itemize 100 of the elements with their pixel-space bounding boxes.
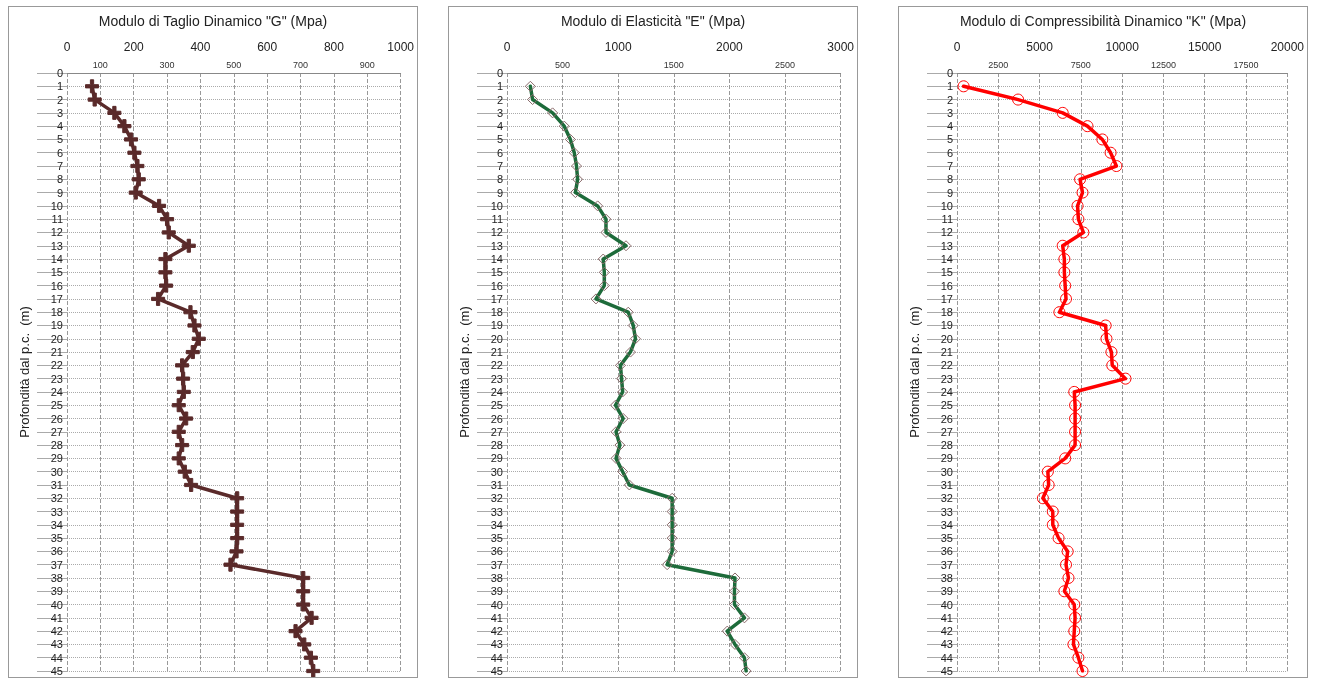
point: [1081, 120, 1094, 133]
point: [130, 159, 145, 174]
point: [87, 92, 102, 107]
y-tick-label: 24: [50, 385, 63, 398]
y-tick-label: 11: [941, 213, 953, 226]
y-axis-title: Profondità dal p.c. (m): [907, 306, 922, 438]
point: [176, 371, 191, 386]
point: [1059, 452, 1072, 465]
y-tick-label: 30: [940, 465, 953, 478]
y-tick-label: 1: [946, 80, 953, 93]
y-tick-label: 27: [490, 425, 503, 438]
y-tick-label: 8: [496, 173, 503, 186]
point: [296, 570, 311, 585]
y-tick-label: 15: [490, 266, 503, 279]
y-tick-label: 7: [496, 160, 503, 173]
y-tick-label: 1: [56, 80, 63, 93]
point: [296, 597, 311, 612]
y-tick-label: 23: [940, 372, 953, 385]
y-tick-label: 33: [50, 505, 63, 518]
y-tick-label: 10: [490, 199, 503, 212]
y-tick-label: 1: [496, 80, 503, 93]
point: [158, 265, 173, 280]
point: [1042, 478, 1055, 491]
y-tick-label: 16: [50, 279, 63, 292]
y-tick-label: 39: [940, 585, 953, 598]
y-tick-label: 26: [490, 412, 503, 425]
point: [957, 80, 970, 93]
y-tick-label: 12: [940, 226, 953, 239]
y-tick-label: 0: [56, 67, 63, 79]
point: [1106, 359, 1119, 372]
point: [1069, 399, 1082, 412]
y-tick-label: 39: [490, 585, 503, 598]
point: [1071, 199, 1084, 212]
point: [181, 238, 196, 253]
point: [124, 132, 139, 147]
y-tick-label: 6: [56, 146, 63, 159]
point: [1058, 253, 1071, 266]
point: [128, 185, 143, 200]
y-tick-label: 29: [940, 452, 953, 465]
y-tick-label: 18: [940, 306, 953, 319]
y-tick-label: 42: [940, 625, 953, 638]
y-tick-label: 45: [50, 665, 63, 677]
y-tick-label: 32: [940, 492, 953, 505]
point: [1068, 598, 1081, 611]
point: [1041, 465, 1054, 478]
point: [179, 411, 194, 426]
point: [1096, 133, 1109, 146]
point: [1046, 505, 1059, 518]
point: [1072, 213, 1085, 226]
point: [127, 145, 142, 160]
point: [158, 252, 173, 267]
point: [175, 358, 190, 373]
y-tick-label: 15: [940, 266, 953, 279]
x2-tick-label: 700: [293, 59, 309, 70]
y-tick-label: 29: [50, 452, 63, 465]
y-tick-label: 28: [490, 439, 503, 452]
point: [1059, 279, 1072, 292]
y-tick-label: 20: [490, 332, 503, 345]
y-tick-label: 2: [946, 93, 953, 106]
y-tick-label: 41: [50, 611, 63, 624]
y-tick-label: 45: [940, 665, 953, 677]
y-tick-label: 5: [56, 133, 63, 146]
y-tick-label: 7: [56, 160, 63, 173]
point: [306, 664, 321, 677]
y-tick-label: 40: [50, 598, 63, 611]
y-tick-label: 16: [490, 279, 503, 292]
point: [171, 398, 186, 413]
x-tick-label: 400: [190, 40, 211, 54]
x2-tick-label: 500: [226, 59, 242, 70]
y-tick-label: 34: [940, 518, 953, 531]
y-tick-label: 28: [50, 439, 63, 452]
point: [85, 79, 100, 94]
point: [1060, 558, 1072, 571]
point: [1058, 585, 1071, 598]
y-tick-label: 38: [940, 571, 953, 584]
x2-tick-label: 12500: [1150, 59, 1176, 70]
y-tick-label: 23: [490, 372, 503, 385]
point: [1076, 665, 1089, 677]
point: [1069, 425, 1082, 438]
x-tick-label: 600: [257, 40, 278, 54]
point: [1058, 266, 1071, 279]
y-tick-label: 14: [940, 253, 953, 266]
y-tick-label: 31: [940, 478, 953, 491]
y-tick-label: 44: [50, 651, 63, 664]
point: [1072, 651, 1085, 664]
x2-tick-label: 7500: [1070, 59, 1091, 70]
y-tick-label: 17: [940, 292, 953, 305]
point: [229, 544, 244, 559]
point: [1076, 186, 1089, 199]
y-tick-label: 12: [50, 226, 63, 239]
x2-tick-label: 900: [359, 59, 375, 70]
point: [1012, 93, 1025, 106]
y-tick-label: 26: [50, 412, 63, 425]
y-tick-label: 26: [940, 412, 953, 425]
point: [1069, 611, 1082, 624]
point: [152, 198, 167, 213]
y-tick-label: 42: [490, 625, 503, 638]
y-tick-label: 19: [50, 319, 63, 332]
x-tick-label: 2000: [716, 40, 744, 54]
y-tick-label: 16: [940, 279, 953, 292]
